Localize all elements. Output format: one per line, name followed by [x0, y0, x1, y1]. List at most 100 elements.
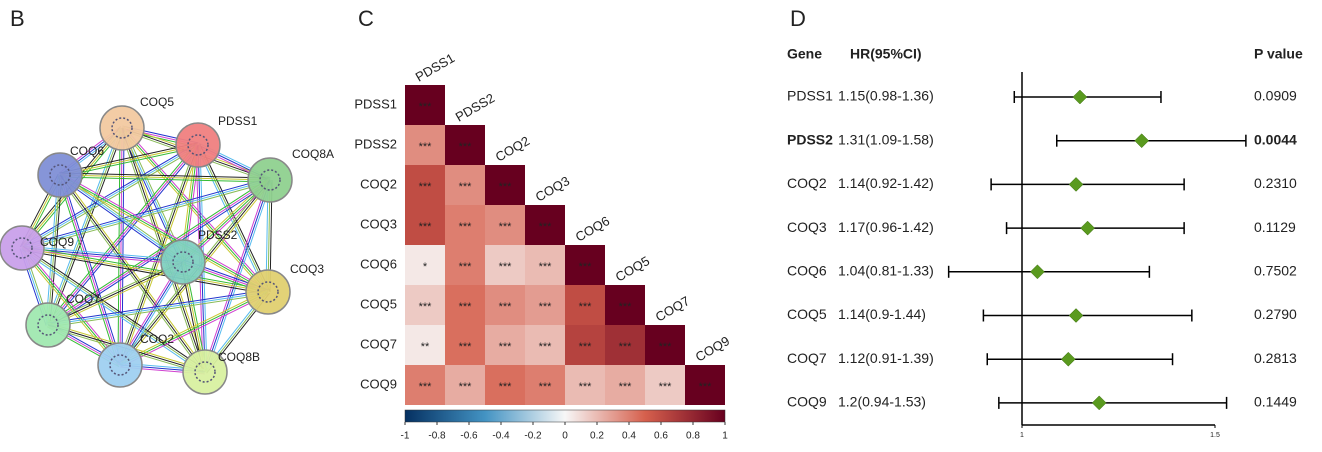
cell-label: ***: [419, 221, 433, 233]
node-label: COQ5: [140, 95, 174, 109]
row-label: COQ9: [360, 376, 397, 391]
colorbar-tick-label: -0.2: [524, 431, 542, 442]
node-label: PDSS1: [218, 114, 258, 128]
colorbar-tick-label: -1: [401, 431, 410, 442]
cell-label: ***: [579, 381, 593, 393]
cell-label: ***: [419, 101, 433, 113]
gene-label: PDSS1: [787, 88, 833, 104]
colorbar-tick-label: 0: [562, 431, 568, 442]
column-label: COQ2: [493, 133, 532, 164]
node: [98, 343, 142, 387]
column-header: HR(95%CI): [850, 46, 922, 62]
cell-label: ***: [419, 301, 433, 313]
row-label: PDSS2: [354, 136, 397, 151]
row-label: COQ6: [360, 256, 397, 271]
cell-label: ***: [619, 381, 633, 393]
node-label: COQ3: [290, 262, 324, 276]
hr-marker: [1092, 396, 1106, 410]
hr-label: 1.14(0.92-1.42): [838, 175, 934, 191]
node: [0, 226, 44, 270]
cell-label: ***: [459, 141, 473, 153]
node-label: PDSS2: [198, 228, 238, 242]
colorbar-tick-label: -0.8: [428, 431, 446, 442]
column-label: PDSS2: [453, 90, 497, 124]
cell-label: *: [423, 261, 428, 273]
cell-label: ***: [619, 301, 633, 313]
cell-label: ***: [539, 341, 553, 353]
colorbar-tick-label: -0.6: [460, 431, 478, 442]
gene-label: COQ6: [787, 263, 827, 279]
cell-label: ***: [579, 341, 593, 353]
node-label: COQ9: [40, 235, 74, 249]
p-value: 0.2310: [1254, 175, 1297, 191]
colorbar-tick-label: 1: [722, 431, 728, 442]
colorbar-tick-label: 0.2: [590, 431, 604, 442]
cell-label: ***: [659, 381, 673, 393]
colorbar-tick-label: 0.4: [622, 431, 636, 442]
cell-label: ***: [499, 181, 513, 193]
column-label: COQ3: [533, 173, 572, 204]
gene-label: COQ3: [787, 219, 827, 235]
column-label: COQ9: [693, 333, 732, 364]
p-value: 0.2813: [1254, 350, 1297, 366]
row-label: COQ3: [360, 216, 397, 231]
row-label: COQ5: [360, 296, 397, 311]
cell-label: ***: [499, 221, 513, 233]
hr-marker: [1069, 177, 1083, 191]
hr-marker: [1135, 134, 1149, 148]
p-value: 0.0044: [1254, 131, 1297, 147]
node: [161, 240, 205, 284]
gene-label: COQ7: [787, 350, 827, 366]
column-label: COQ5: [613, 253, 652, 284]
node-label: COQ7: [66, 292, 100, 306]
panel-letter: C: [358, 6, 374, 31]
edge: [22, 246, 268, 290]
cell-label: ***: [499, 341, 513, 353]
edge: [118, 128, 120, 365]
cell-label: ***: [499, 381, 513, 393]
x-tick-label: 1.5: [1210, 432, 1220, 439]
column-label: COQ7: [653, 293, 692, 324]
x-tick-label: 1: [1020, 432, 1024, 439]
hr-marker: [1061, 352, 1075, 366]
column-header: Gene: [787, 46, 822, 62]
hr-label: 1.2(0.94-1.53): [838, 394, 926, 410]
hr-label: 1.12(0.91-1.39): [838, 350, 934, 366]
p-value: 0.7502: [1254, 263, 1297, 279]
cell-label: ***: [459, 301, 473, 313]
row-label: COQ2: [360, 176, 397, 191]
cell-label: ***: [499, 261, 513, 273]
cell-label: ***: [459, 221, 473, 233]
cell-label: ***: [579, 261, 593, 273]
cell-label: ***: [539, 381, 553, 393]
node: [100, 106, 144, 150]
row-label: COQ7: [360, 336, 397, 351]
cell-label: ***: [539, 221, 553, 233]
cell-label: ***: [699, 381, 713, 393]
node: [176, 123, 220, 167]
node-label: COQ2: [140, 332, 174, 346]
hr-marker: [1030, 265, 1044, 279]
cell-label: ***: [539, 261, 553, 273]
hr-label: 1.31(1.09-1.58): [838, 131, 934, 147]
cell-label: ***: [619, 341, 633, 353]
node: [38, 153, 82, 197]
cell-label: ***: [419, 381, 433, 393]
column-label: COQ6: [573, 213, 612, 244]
colorbar-tick-label: 0.6: [654, 431, 668, 442]
hr-marker: [1073, 90, 1087, 104]
hr-label: 1.04(0.81-1.33): [838, 263, 934, 279]
figure: B C D COQ5PDSS1COQ8ACOQ6COQ9PDSS2COQ3COQ…: [0, 0, 1322, 452]
cell-label: ***: [579, 301, 593, 313]
heatmap: PDSS1***PDSS2******COQ2*********COQ3****…: [354, 50, 732, 441]
node: [248, 158, 292, 202]
node: [246, 270, 290, 314]
cell-label: ***: [459, 261, 473, 273]
cell-label: ***: [459, 341, 473, 353]
colorbar-tick-label: 0.8: [686, 431, 700, 442]
hr-label: 1.15(0.98-1.36): [838, 88, 934, 104]
cell-label: ***: [419, 181, 433, 193]
colorbar-tick-label: -0.4: [492, 431, 510, 442]
cell-label: ***: [659, 341, 673, 353]
cell-label: ***: [539, 301, 553, 313]
